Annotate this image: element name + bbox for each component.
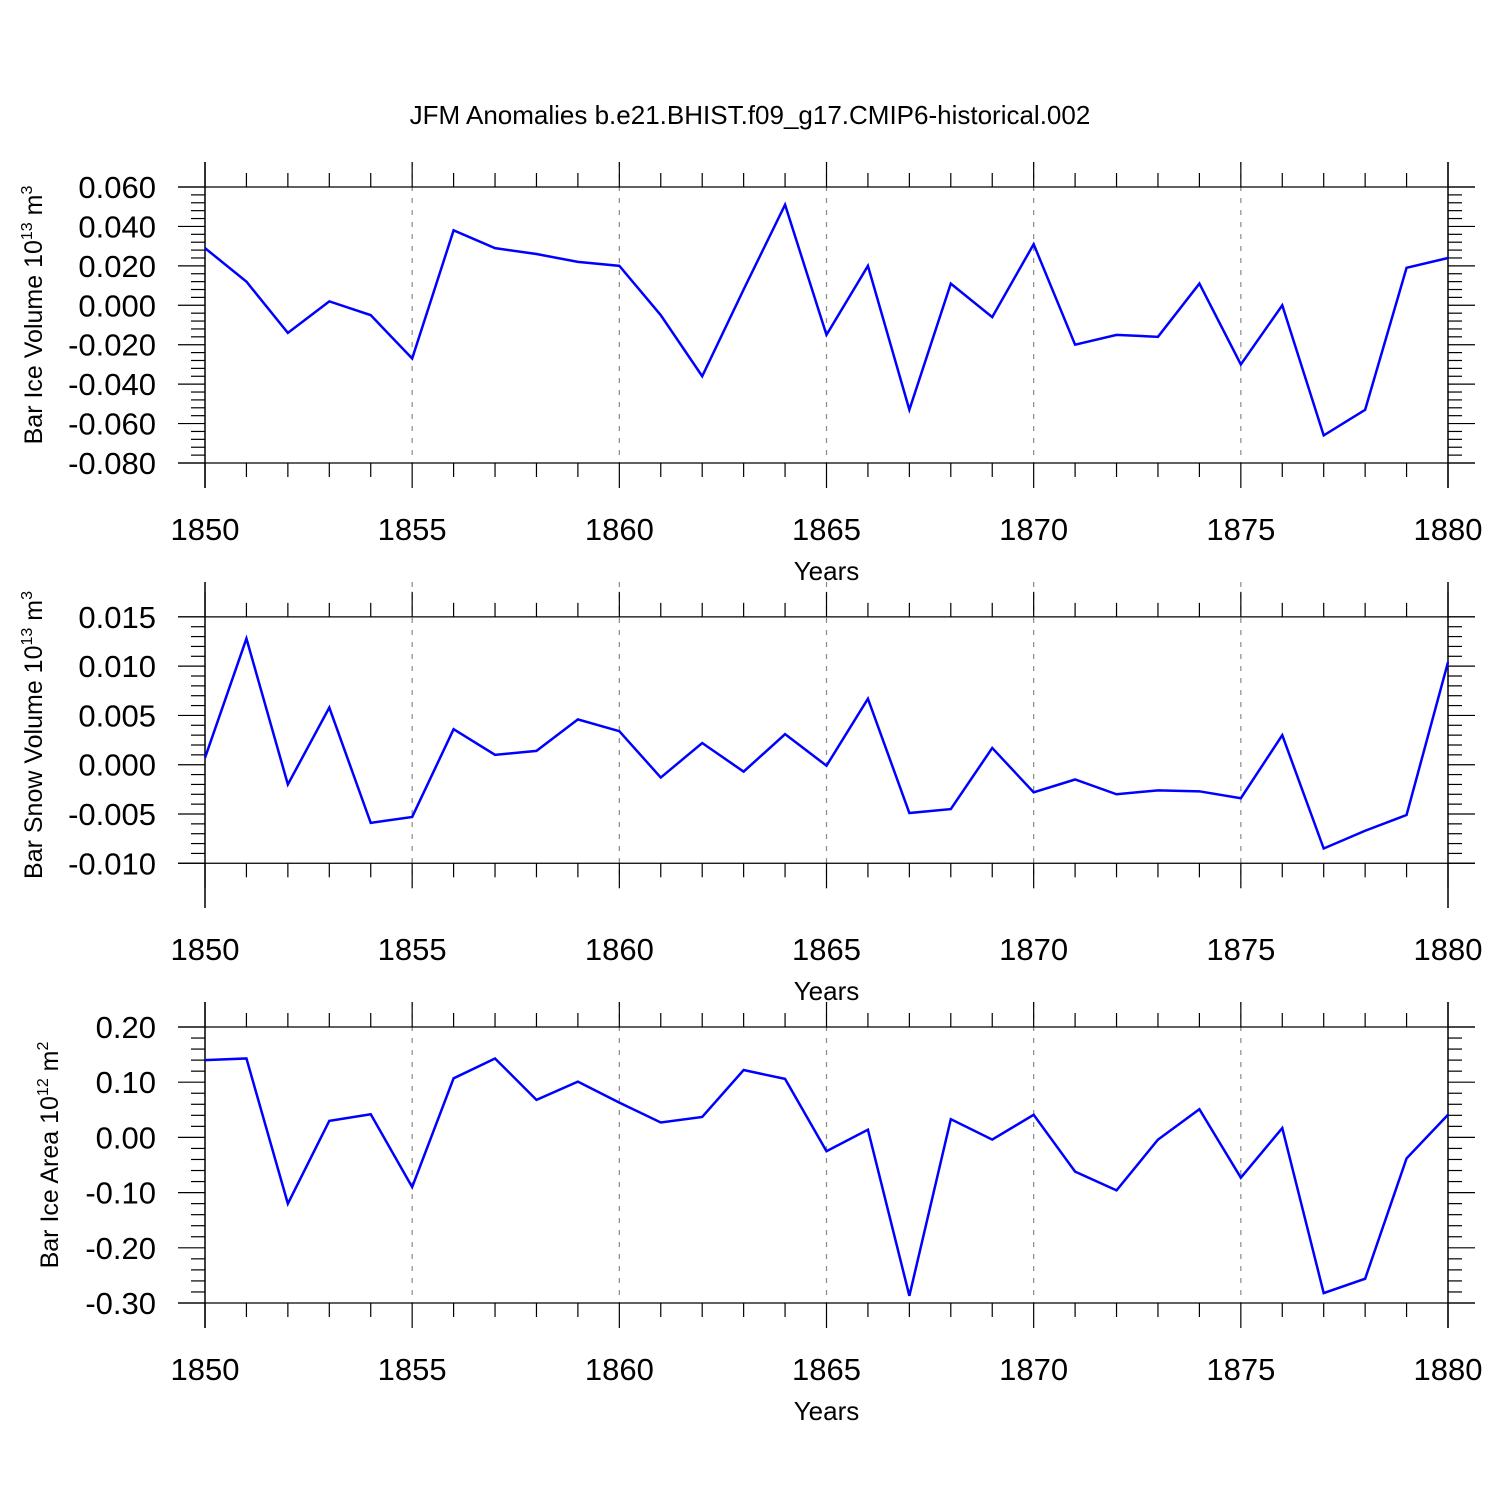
x-tick-label: 1880 [1414, 512, 1483, 547]
panel-3: -0.30 -0.20 -0.10 0.00 0.10 0.20 1850 1855 1860 1… [35, 1002, 1482, 1426]
x-tick-label: 1875 [1206, 512, 1275, 547]
y-tick-label: 0.000 [78, 288, 156, 323]
x-tick-label: 1860 [585, 932, 654, 967]
y-tick-label: -0.005 [68, 797, 156, 832]
y-tick-label: 0.20 [96, 1010, 156, 1045]
y-axis-label: Bar Ice Area 1012 m2 [35, 1042, 64, 1269]
x-tick-label: 1865 [792, 932, 861, 967]
y-tick-label: -0.010 [68, 846, 156, 881]
y-tick-label: -0.020 [68, 328, 156, 363]
x-axis-label: Years [794, 556, 860, 586]
x-tick-label: 1855 [378, 932, 447, 967]
series-line [204, 1056, 1449, 1297]
y-tick-label: 0.060 [78, 170, 156, 205]
x-tick-label: 1850 [171, 512, 240, 547]
y-tick-label: -0.060 [68, 407, 156, 442]
y-tick-label: 0.000 [78, 748, 156, 783]
x-tick-label: 1870 [999, 1352, 1068, 1387]
y-tick-label: -0.20 [85, 1231, 156, 1266]
y-tick-label: 0.015 [78, 600, 156, 635]
chart-title: JFM Anomalies b.e21.BHIST.f09_g17.CMIP6-… [410, 100, 1091, 130]
x-tick-label: 1865 [792, 1352, 861, 1387]
x-tick-label: 1850 [171, 1352, 240, 1387]
y-axis-label: Bar Snow Volume 1013 m3 [19, 591, 48, 879]
panel-2: -0.010 -0.005 0.000 0.005 0.010 0.015 1850 1855… [19, 582, 1482, 1006]
y-tick-label: 0.10 [96, 1065, 156, 1100]
x-tick-label: 1875 [1206, 1352, 1275, 1387]
x-axis-label: Years [794, 976, 860, 1006]
x-tick-label: 1880 [1414, 1352, 1483, 1387]
x-tick-label: 1865 [792, 512, 861, 547]
x-tick-label: 1870 [999, 932, 1068, 967]
y-tick-label: -0.10 [85, 1176, 156, 1211]
x-tick-label: 1880 [1414, 932, 1483, 967]
x-axis-label: Years [794, 1396, 860, 1426]
x-tick-label: 1855 [378, 1352, 447, 1387]
y-tick-label: 0.010 [78, 649, 156, 684]
y-axis-label: Bar Ice Volume 1013 m3 [19, 186, 48, 445]
x-tick-label: 1860 [585, 1352, 654, 1387]
y-tick-label: -0.080 [68, 446, 156, 481]
y-tick-label: 0.00 [96, 1120, 156, 1155]
x-tick-label: 1850 [171, 932, 240, 967]
y-tick-label: 0.020 [78, 249, 156, 284]
y-tick-label: -0.040 [68, 367, 156, 402]
y-tick-label: 0.005 [78, 698, 156, 733]
y-tick-label: 0.040 [78, 209, 156, 244]
x-tick-label: 1855 [378, 512, 447, 547]
x-tick-label: 1870 [999, 512, 1068, 547]
panel-1: -0.080 -0.060 -0.040 -0.020 0.000 0.020 0.040 0… [19, 162, 1482, 586]
x-tick-label: 1875 [1206, 932, 1275, 967]
y-tick-label: -0.30 [85, 1286, 156, 1321]
x-tick-label: 1860 [585, 512, 654, 547]
